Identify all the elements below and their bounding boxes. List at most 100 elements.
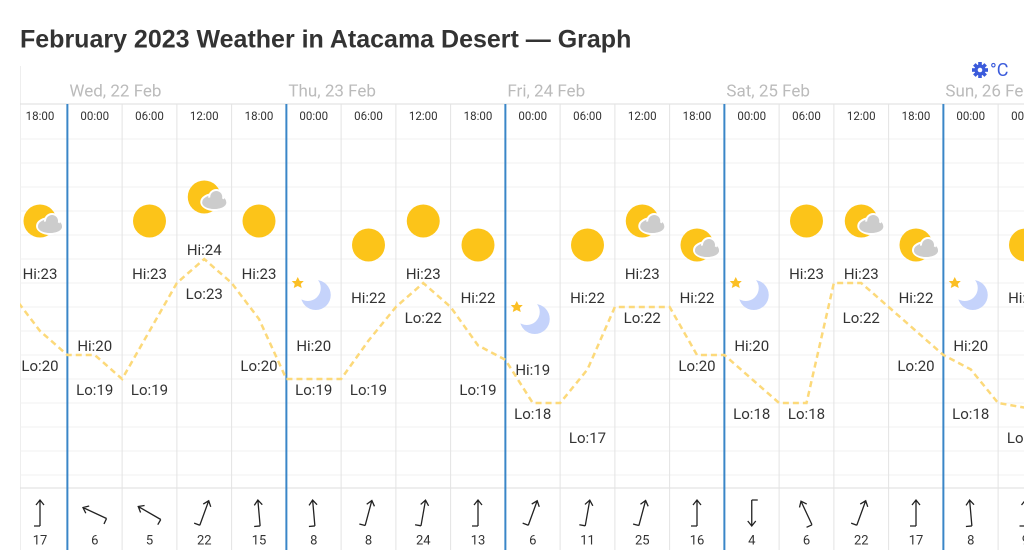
- hi-label: Hi:22: [461, 289, 496, 307]
- wind-speed: 8: [310, 533, 317, 548]
- hi-label: Hi:23: [844, 265, 879, 283]
- weather-icon-sun-cloud: [899, 228, 940, 262]
- weather-icon-sun: [790, 204, 823, 238]
- wind-speed: 16: [690, 533, 705, 548]
- time-label: 06:00: [135, 109, 164, 123]
- star: [948, 277, 961, 288]
- lo-label: Lo:20: [897, 357, 934, 375]
- lo-label: Lo:22: [405, 309, 442, 327]
- time-label: 12:00: [190, 109, 219, 123]
- star: [291, 277, 304, 288]
- time-label: 18:00: [245, 109, 274, 123]
- wind-arrow: [747, 499, 758, 528]
- arrow-shaft: [308, 499, 318, 528]
- wind-arrow: [691, 498, 702, 527]
- sun: [133, 204, 166, 238]
- lo-label: Lo:18: [514, 405, 551, 423]
- arrow-shaft: [1019, 500, 1024, 527]
- arrow-shaft: [965, 499, 975, 528]
- wind-speed: 6: [803, 533, 810, 548]
- arrow-shaft: [632, 499, 649, 527]
- sun: [461, 228, 495, 262]
- cloud: [695, 245, 719, 257]
- wind-speed: 9: [1022, 533, 1024, 548]
- wind-arrow: [308, 499, 318, 528]
- time-label: 00:00: [956, 109, 985, 123]
- wind-speed: 11: [580, 533, 595, 548]
- wind-arrow: [472, 498, 483, 527]
- arrow-shaft: [193, 499, 212, 526]
- hi-label: Hi:20: [734, 337, 769, 355]
- day-label: Sun, 26 Feb: [945, 81, 1024, 101]
- wind-arrow: [965, 499, 975, 528]
- wind-arrow: [850, 499, 869, 526]
- lo-label: Lo:18: [952, 405, 989, 423]
- hi-label: Hi:23: [23, 265, 58, 283]
- cloud: [640, 221, 665, 233]
- time-label: 12:00: [409, 109, 438, 123]
- wind-arrow: [34, 498, 45, 527]
- time-label: 12:00: [628, 109, 657, 123]
- lo-label: Lo:18: [733, 405, 770, 423]
- wind-arrow: [193, 499, 212, 526]
- wind-speed: 4: [748, 533, 756, 548]
- day-label: Thu, 23 Feb: [288, 81, 376, 101]
- wind-arrow: [798, 500, 813, 528]
- weather-icon-moon: [510, 299, 550, 334]
- temperature-line: [20, 257, 1024, 409]
- weather-icon-moon: [729, 275, 769, 310]
- arrow-shaft: [82, 505, 108, 525]
- wind-speed: 6: [91, 533, 98, 548]
- lo-label: Lo:19: [459, 381, 496, 399]
- wind-speed: 24: [416, 533, 431, 548]
- sun: [1009, 228, 1024, 262]
- time-label: 18:00: [902, 109, 931, 123]
- weather-icon-sun: [352, 228, 385, 262]
- day-label: Fri, 24 Feb: [507, 81, 585, 101]
- lo-label: Lo:17: [569, 429, 606, 447]
- cloud: [914, 245, 938, 257]
- lo-label: Lo:23: [186, 285, 223, 303]
- time-label: 12:00: [847, 109, 876, 123]
- wind-speed: 17: [909, 533, 924, 548]
- wind-speed: 22: [197, 533, 212, 548]
- wind-speed: 13: [471, 533, 486, 548]
- wind-speed: 25: [635, 533, 650, 548]
- gear-icon: [972, 62, 988, 78]
- lo-label: Lo:22: [843, 309, 880, 327]
- cloud: [38, 221, 62, 233]
- time-label: 00:00: [1011, 109, 1024, 123]
- graph-area: 18:00 00:00 06:00 12:00 18:00 00:00 06:00 12:00…: [20, 66, 1024, 550]
- weather-icon-sun-cloud: [23, 204, 64, 238]
- sun: [790, 204, 823, 238]
- weather-icon-moon: [291, 275, 331, 310]
- time-label: 00:00: [518, 109, 547, 123]
- weather-icon-sun: [1009, 228, 1024, 262]
- weather-icon-sun-cloud: [625, 204, 667, 238]
- hi-label: Hi:20: [953, 337, 988, 355]
- hi-label: Hi:23: [625, 265, 660, 283]
- hi-label: Hi:20: [77, 337, 112, 355]
- sun: [242, 204, 276, 238]
- arrow-shaft: [137, 504, 162, 526]
- arrow-shaft: [691, 498, 702, 527]
- hi-label: Hi:23: [406, 265, 441, 283]
- weather-icon-sun-cloud: [680, 228, 721, 262]
- unit-toggle[interactable]: °C: [972, 60, 1008, 81]
- weather-icon-moon: [948, 275, 988, 310]
- wind-speed: 17: [33, 533, 48, 548]
- wind-speed: 8: [365, 533, 372, 548]
- hi-label: Hi:22: [1008, 289, 1024, 307]
- weather-icon-sun-cloud: [187, 180, 229, 214]
- day-label: Wed, 22 Feb: [69, 81, 161, 101]
- arrow-shaft: [747, 499, 758, 528]
- wind-arrow: [522, 499, 540, 526]
- wind-arrow: [632, 499, 649, 527]
- arrow-shaft: [253, 499, 263, 528]
- lo-label: Lo:19: [350, 381, 387, 399]
- wind-speed: 15: [252, 533, 267, 548]
- sun: [406, 204, 440, 238]
- day-label: Sat, 25 Feb: [726, 81, 810, 101]
- sun: [571, 228, 604, 262]
